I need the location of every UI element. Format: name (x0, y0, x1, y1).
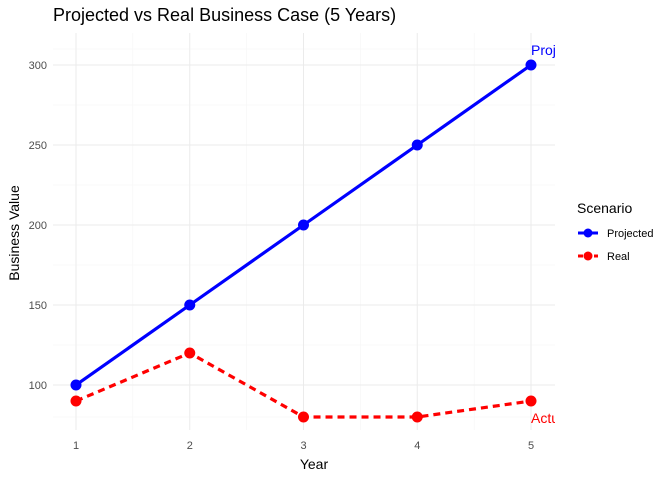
y-tick-label: 100 (29, 380, 47, 392)
legend-label-real: Real (607, 251, 630, 263)
annotation-projected: Projected (531, 42, 590, 58)
x-axis-title: Year (300, 456, 329, 472)
x-tick-label: 5 (528, 440, 534, 452)
data-point-real (184, 347, 196, 359)
data-point-projected (525, 59, 537, 71)
y-axis-title: Business Value (6, 185, 22, 281)
chart-title: Projected vs Real Business Case (5 Years… (53, 5, 396, 25)
y-tick-label: 250 (29, 140, 47, 152)
legend-key-point-projected (583, 228, 593, 238)
legend-label-projected: Projected (607, 228, 653, 240)
data-point-real (411, 411, 423, 423)
plot-area: 100 150 200 250 300 1 2 3 4 5 Projected Actual (29, 33, 590, 452)
x-tick-label: 3 (300, 440, 306, 452)
y-tick-label: 150 (29, 300, 47, 312)
x-tick-label: 1 (73, 440, 79, 452)
x-tick-label: 2 (187, 440, 193, 452)
data-point-projected (70, 379, 82, 391)
legend: Scenario Projected Real (577, 200, 653, 263)
data-point-projected (411, 139, 423, 151)
annotation-real: Actual (531, 410, 570, 426)
y-tick-label: 300 (29, 60, 47, 72)
x-tick-label: 4 (414, 440, 420, 452)
data-point-projected (298, 219, 309, 231)
data-point-real (70, 395, 82, 407)
y-tick-label: 200 (29, 220, 47, 232)
data-point-projected (184, 299, 196, 311)
data-point-real (525, 395, 537, 407)
legend-title: Scenario (577, 200, 632, 216)
legend-key-point-real (583, 251, 593, 261)
data-point-real (298, 411, 309, 423)
